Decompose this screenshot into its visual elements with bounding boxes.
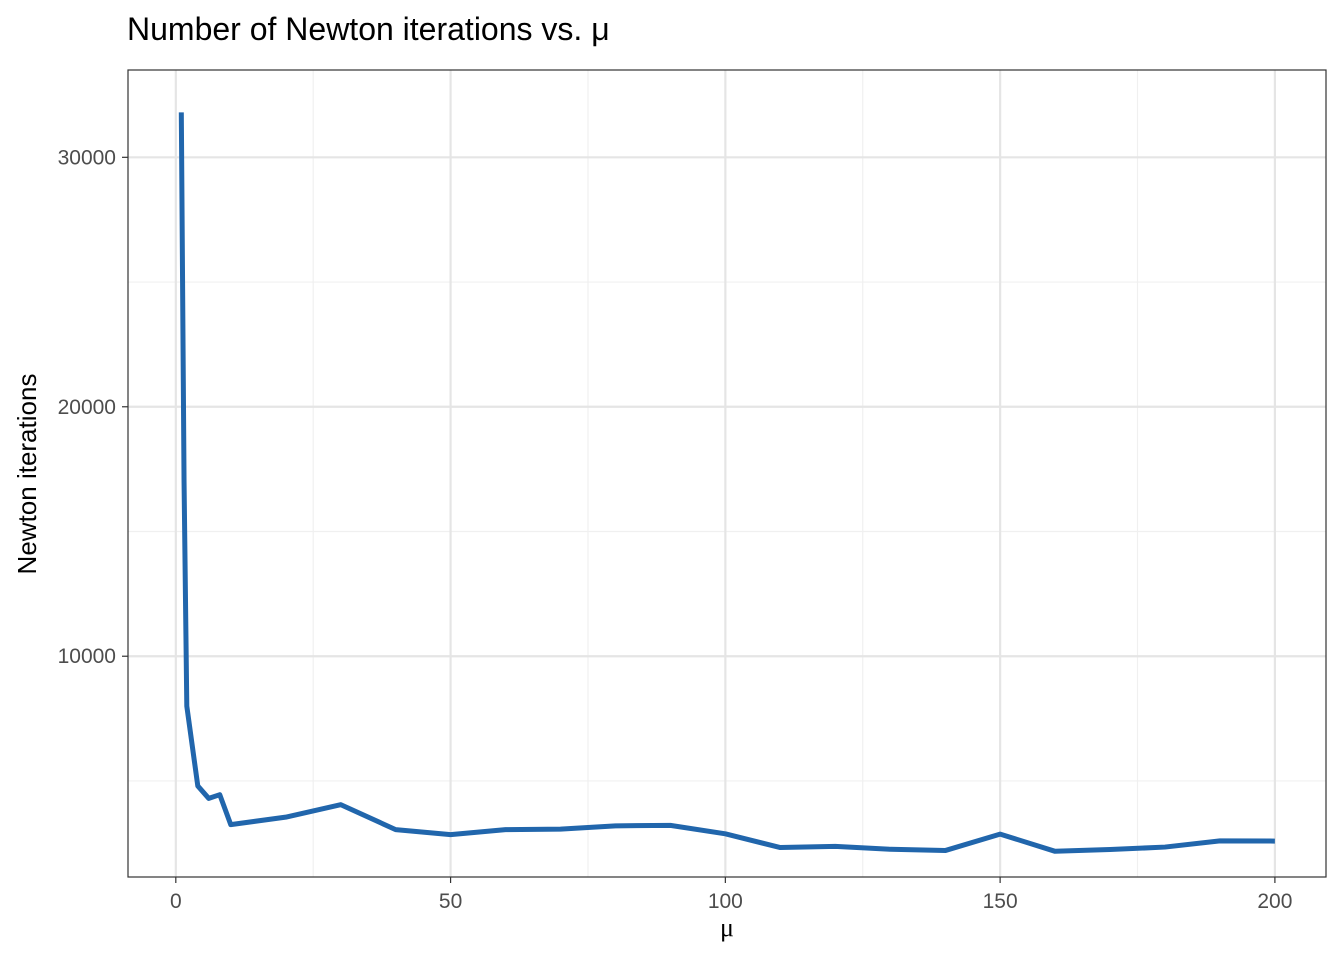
y-tick-label: 20000 — [58, 396, 116, 419]
x-tick-label: 100 — [708, 890, 743, 913]
series-layer — [178, 112, 1275, 854]
major-gridlines — [128, 70, 1326, 877]
x-axis-ticks: 0 50 100 150 200 — [170, 877, 1292, 913]
y-tick-label: 10000 — [58, 645, 116, 668]
x-tick-label: 0 — [170, 890, 182, 913]
chart-title: Number of Newton iterations vs. μ — [127, 11, 610, 47]
plot-panel-border — [127, 69, 1327, 878]
y-axis-title: Newton iterations — [12, 374, 42, 575]
x-tick-label: 200 — [1257, 890, 1292, 913]
minor-gridlines — [128, 70, 1326, 877]
y-axis-ticks: 10000 20000 30000 — [58, 146, 128, 668]
series-line-1 — [178, 112, 1275, 854]
x-tick-label: 150 — [983, 890, 1018, 913]
x-tick-label: 50 — [439, 890, 462, 913]
y-tick-label: 30000 — [58, 146, 116, 169]
x-axis-title: μ — [720, 913, 734, 942]
